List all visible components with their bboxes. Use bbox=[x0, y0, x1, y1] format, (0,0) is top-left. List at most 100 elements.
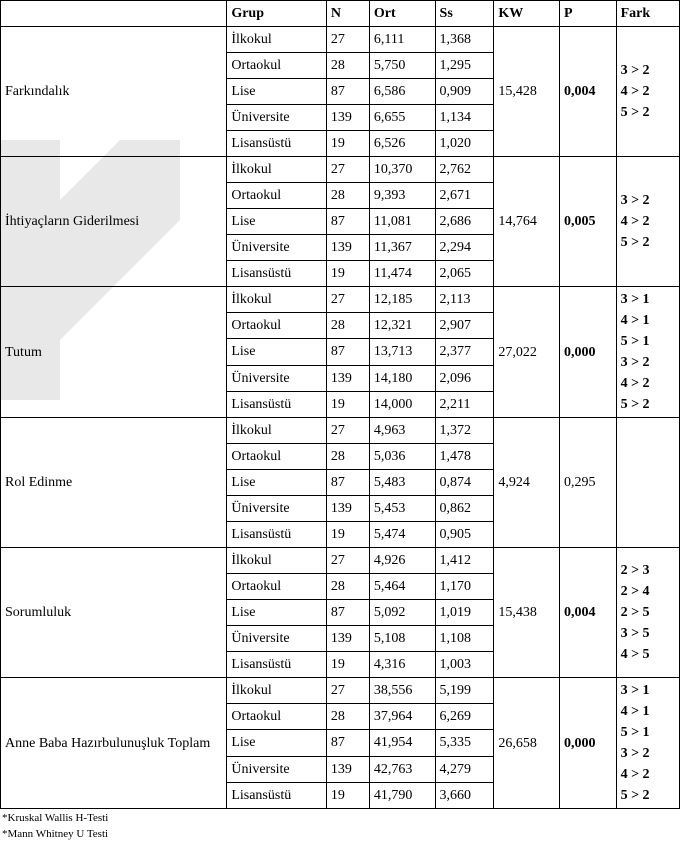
n-cell: 139 bbox=[326, 756, 369, 782]
ss-cell: 0,905 bbox=[435, 522, 494, 548]
ss-cell: 2,377 bbox=[435, 339, 494, 365]
header-grup: Grup bbox=[227, 1, 327, 27]
n-cell: 27 bbox=[326, 548, 369, 574]
group-cell: Lisansüstü bbox=[227, 131, 327, 157]
group-cell: Lise bbox=[227, 209, 327, 235]
fark-line: 4 > 5 bbox=[621, 644, 675, 665]
ss-cell: 1,019 bbox=[435, 600, 494, 626]
ort-cell: 41,790 bbox=[369, 782, 435, 808]
n-cell: 19 bbox=[326, 261, 369, 287]
n-cell: 28 bbox=[326, 313, 369, 339]
fark-line: 5 > 2 bbox=[621, 232, 675, 253]
ort-cell: 5,483 bbox=[369, 470, 435, 496]
header-row: Grup N Ort Ss KW P Fark bbox=[1, 1, 680, 27]
n-cell: 28 bbox=[326, 444, 369, 470]
table-row: Tutumİlkokul2712,1852,11327,0220,0003 > … bbox=[1, 287, 680, 313]
fark-line: 5 > 2 bbox=[621, 785, 675, 806]
n-cell: 28 bbox=[326, 704, 369, 730]
fark-line: 3 > 1 bbox=[621, 680, 675, 701]
fark-line: 3 > 5 bbox=[621, 623, 675, 644]
n-cell: 27 bbox=[326, 27, 369, 53]
ss-cell: 1,003 bbox=[435, 652, 494, 678]
kw-cell: 15,428 bbox=[494, 27, 560, 157]
ort-cell: 13,713 bbox=[369, 339, 435, 365]
fark-line: 5 > 1 bbox=[621, 331, 675, 352]
n-cell: 19 bbox=[326, 131, 369, 157]
ss-cell: 5,335 bbox=[435, 730, 494, 756]
table-row: Sorumlulukİlkokul274,9261,41215,4380,004… bbox=[1, 548, 680, 574]
n-cell: 87 bbox=[326, 730, 369, 756]
group-cell: Lise bbox=[227, 470, 327, 496]
p-cell: 0,004 bbox=[560, 27, 617, 157]
fark-line: 5 > 1 bbox=[621, 722, 675, 743]
ss-cell: 2,762 bbox=[435, 157, 494, 183]
n-cell: 27 bbox=[326, 287, 369, 313]
ss-cell: 1,368 bbox=[435, 27, 494, 53]
ss-cell: 3,660 bbox=[435, 782, 494, 808]
ss-cell: 1,020 bbox=[435, 131, 494, 157]
group-cell: Ortaokul bbox=[227, 444, 327, 470]
ort-cell: 10,370 bbox=[369, 157, 435, 183]
ss-cell: 1,170 bbox=[435, 574, 494, 600]
ss-cell: 2,671 bbox=[435, 183, 494, 209]
table-row: İhtiyaçların Giderilmesiİlkokul2710,3702… bbox=[1, 157, 680, 183]
ss-cell: 2,065 bbox=[435, 261, 494, 287]
group-cell: Ortaokul bbox=[227, 704, 327, 730]
ss-cell: 2,294 bbox=[435, 235, 494, 261]
n-cell: 87 bbox=[326, 600, 369, 626]
ss-cell: 0,909 bbox=[435, 79, 494, 105]
dimension-name: Anne Baba Hazırbulunuşluk Toplam bbox=[1, 678, 227, 809]
group-cell: Lise bbox=[227, 339, 327, 365]
n-cell: 27 bbox=[326, 157, 369, 183]
group-cell: Lise bbox=[227, 79, 327, 105]
ort-cell: 14,180 bbox=[369, 365, 435, 391]
group-cell: İlkokul bbox=[227, 27, 327, 53]
ort-cell: 42,763 bbox=[369, 756, 435, 782]
ss-cell: 2,907 bbox=[435, 313, 494, 339]
ss-cell: 1,134 bbox=[435, 105, 494, 131]
ort-cell: 9,393 bbox=[369, 183, 435, 209]
fark-line: 3 > 2 bbox=[621, 60, 675, 81]
group-cell: Lisansüstü bbox=[227, 782, 327, 808]
footnote-2: *Mann Whitney U Testi bbox=[2, 827, 683, 841]
fark-cell: 3 > 24 > 25 > 2 bbox=[616, 27, 679, 157]
group-cell: Lisansüstü bbox=[227, 261, 327, 287]
n-cell: 87 bbox=[326, 209, 369, 235]
fark-line: 3 > 1 bbox=[621, 289, 675, 310]
group-cell: Lise bbox=[227, 600, 327, 626]
group-cell: İlkokul bbox=[227, 157, 327, 183]
n-cell: 19 bbox=[326, 522, 369, 548]
group-cell: Üniversite bbox=[227, 626, 327, 652]
fark-cell bbox=[616, 418, 679, 548]
kw-cell: 27,022 bbox=[494, 287, 560, 418]
ss-cell: 2,113 bbox=[435, 287, 494, 313]
ort-cell: 6,526 bbox=[369, 131, 435, 157]
fark-line: 5 > 2 bbox=[621, 102, 675, 123]
group-cell: Lisansüstü bbox=[227, 391, 327, 417]
fark-line: 3 > 2 bbox=[621, 743, 675, 764]
n-cell: 19 bbox=[326, 782, 369, 808]
dimension-name: İhtiyaçların Giderilmesi bbox=[1, 157, 227, 287]
p-cell: 0,000 bbox=[560, 287, 617, 418]
dimension-name: Sorumluluk bbox=[1, 548, 227, 678]
group-cell: Üniversite bbox=[227, 496, 327, 522]
ss-cell: 4,279 bbox=[435, 756, 494, 782]
fark-line: 2 > 3 bbox=[621, 560, 675, 581]
ss-cell: 1,478 bbox=[435, 444, 494, 470]
n-cell: 28 bbox=[326, 574, 369, 600]
group-cell: Üniversite bbox=[227, 365, 327, 391]
p-cell: 0,004 bbox=[560, 548, 617, 678]
ss-cell: 5,199 bbox=[435, 678, 494, 704]
stats-table: Grup N Ort Ss KW P Fark Farkındalıkİlkok… bbox=[0, 0, 680, 809]
n-cell: 28 bbox=[326, 53, 369, 79]
fark-line: 2 > 5 bbox=[621, 602, 675, 623]
kw-cell: 15,438 bbox=[494, 548, 560, 678]
fark-line: 4 > 2 bbox=[621, 211, 675, 232]
p-cell: 0,295 bbox=[560, 418, 617, 548]
table-row: Rol Edinmeİlkokul274,9631,3724,9240,295 bbox=[1, 418, 680, 444]
dimension-name: Rol Edinme bbox=[1, 418, 227, 548]
ss-cell: 6,269 bbox=[435, 704, 494, 730]
ort-cell: 37,964 bbox=[369, 704, 435, 730]
table-row: Anne Baba Hazırbulunuşluk Toplamİlkokul2… bbox=[1, 678, 680, 704]
group-cell: Lisansüstü bbox=[227, 652, 327, 678]
